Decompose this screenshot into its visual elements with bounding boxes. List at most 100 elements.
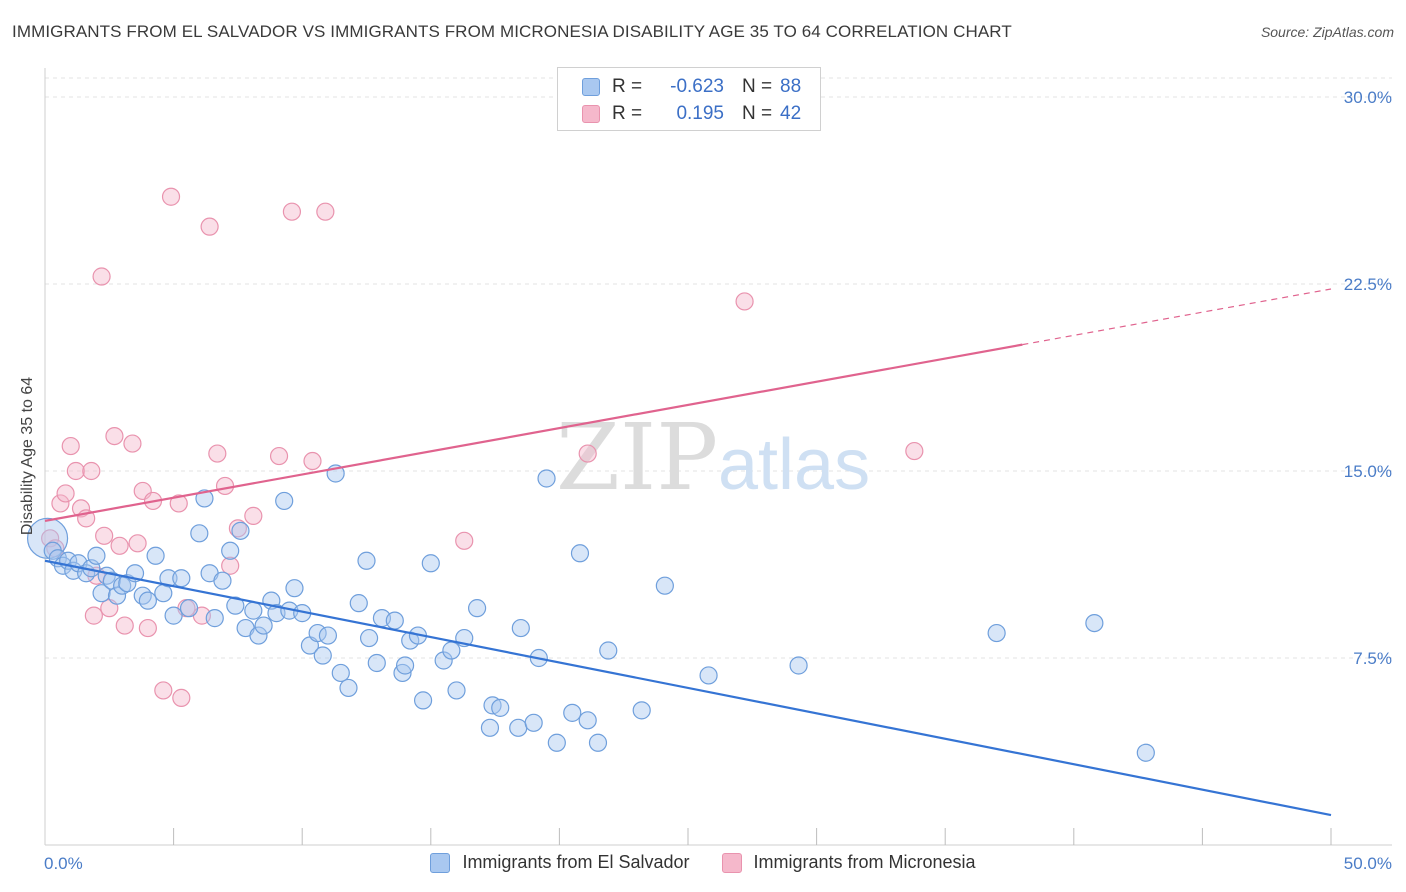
data-point-micronesia [455, 531, 474, 550]
trendline-micronesia [44, 343, 1023, 522]
data-point-el-salvador [205, 609, 224, 628]
watermark-zip: ZIP [556, 404, 718, 511]
data-point-el-salvador [599, 641, 618, 660]
data-point-el-salvador [434, 651, 453, 670]
data-point-el-salvador [349, 594, 368, 613]
data-point-el-salvador [588, 733, 608, 752]
data-point-el-salvador [26, 517, 69, 559]
legend-label-el-salvador: Immigrants from El Salvador [462, 852, 690, 872]
data-point-micronesia [123, 434, 142, 453]
data-point-micronesia [303, 451, 322, 471]
trendline-el-salvador [44, 559, 1332, 817]
data-point-el-salvador [491, 698, 510, 717]
stats-legend: R = -0.623 N = 88 R = 0.195 N = 42 [557, 67, 821, 131]
axes [44, 68, 1392, 846]
data-point-el-salvador [190, 524, 209, 543]
trendlines [44, 288, 1332, 817]
data-point-el-salvador [254, 616, 273, 635]
data-point-el-salvador [357, 551, 376, 570]
data-point-el-salvador [87, 546, 106, 565]
legend-row-micronesia: R = 0.195 N = 42 [582, 102, 801, 126]
trendline-micronesia-extension [1022, 288, 1332, 346]
data-point-micronesia [244, 506, 263, 525]
data-point-el-salvador [107, 586, 127, 605]
legend-swatch-pink [721, 852, 742, 873]
legend-item-micronesia: Immigrants from Micronesia [721, 852, 976, 873]
data-point-el-salvador [413, 691, 433, 710]
data-point-el-salvador [789, 656, 808, 675]
data-point-el-salvador [339, 678, 358, 698]
data-point-micronesia [221, 556, 240, 575]
data-point-micronesia [208, 444, 227, 463]
legend-r-value: 0.195 [676, 103, 724, 124]
data-point-el-salvador [275, 491, 294, 511]
data-point-el-salvador [578, 711, 597, 730]
data-point-el-salvador [1085, 613, 1104, 633]
legend-label-micronesia: Immigrants from Micronesia [753, 852, 976, 872]
data-point-el-salvador [509, 718, 528, 737]
data-point-micronesia [282, 202, 302, 221]
data-point-el-salvador [699, 666, 718, 685]
data-point-el-salvador [159, 569, 178, 588]
data-point-el-salvador [421, 554, 440, 573]
data-point-el-salvador [138, 591, 157, 610]
x-tick-label-min: 0.0% [44, 854, 83, 873]
series-el-salvador-points [26, 464, 1155, 762]
data-point-el-salvador [244, 601, 263, 620]
data-point-el-salvador [331, 663, 350, 683]
data-point-el-salvador [213, 571, 232, 590]
data-point-micronesia [66, 461, 85, 481]
data-point-micronesia [92, 267, 111, 286]
data-point-el-salvador [249, 626, 268, 645]
y-tick-label: 30.0% [1344, 88, 1392, 107]
data-point-el-salvador [447, 681, 466, 700]
data-point-micronesia [110, 536, 129, 555]
data-point-micronesia [161, 187, 181, 206]
data-point-micronesia [200, 217, 219, 236]
legend-row-el-salvador: R = -0.623 N = 88 [582, 75, 801, 99]
data-point-el-salvador [547, 733, 566, 752]
data-point-micronesia [269, 446, 289, 466]
data-point-el-salvador [318, 626, 338, 645]
data-point-el-salvador [537, 469, 556, 488]
x-tick-label-max: 50.0% [1344, 854, 1392, 873]
data-point-el-salvador [385, 611, 404, 630]
data-point-micronesia [51, 494, 70, 513]
data-point-el-salvador [226, 596, 245, 615]
legend-r-value: -0.623 [670, 76, 724, 97]
data-point-el-salvador [511, 618, 530, 638]
data-point-el-salvador [146, 546, 165, 565]
data-point-el-salvador [92, 584, 111, 603]
legend-n-label: N = [742, 103, 773, 124]
series-micronesia-points [41, 187, 924, 707]
y-axis-title: Disability Age 35 to 64 [19, 377, 36, 535]
legend-swatch-pink [582, 105, 600, 123]
data-point-micronesia [154, 681, 173, 700]
source-label: Source: ZipAtlas.com [1260, 24, 1394, 40]
data-point-el-salvador [442, 641, 461, 660]
data-point-el-salvador [133, 586, 152, 605]
data-point-el-salvador [480, 718, 500, 737]
y-tick-label: 15.0% [1344, 462, 1392, 481]
series-legend: Immigrants from El Salvador Immigrants f… [0, 852, 1406, 873]
data-point-micronesia [56, 484, 75, 503]
tick-labels: 7.5% 15.0% 22.5% 30.0% 0.0% 50.0% [44, 88, 1392, 873]
legend-n-value: 42 [780, 103, 802, 124]
legend-n-label: N = [742, 76, 773, 97]
y-tick-label: 22.5% [1344, 275, 1392, 294]
data-point-el-salvador [524, 713, 543, 732]
data-point-el-salvador [632, 701, 651, 720]
data-point-micronesia [316, 202, 335, 221]
data-point-el-salvador [231, 521, 250, 540]
legend-r-label: R = [612, 103, 643, 124]
watermark: ZIP atlas [556, 404, 870, 511]
data-point-micronesia [138, 618, 157, 638]
data-point-el-salvador [285, 579, 304, 598]
data-point-el-salvador [570, 544, 590, 563]
data-point-el-salvador [367, 653, 386, 673]
legend-item-el-salvador: Immigrants from El Salvador [430, 852, 690, 873]
data-point-el-salvador [164, 606, 183, 625]
legend-swatch-blue [430, 852, 451, 873]
watermark-atlas: atlas [718, 425, 870, 505]
